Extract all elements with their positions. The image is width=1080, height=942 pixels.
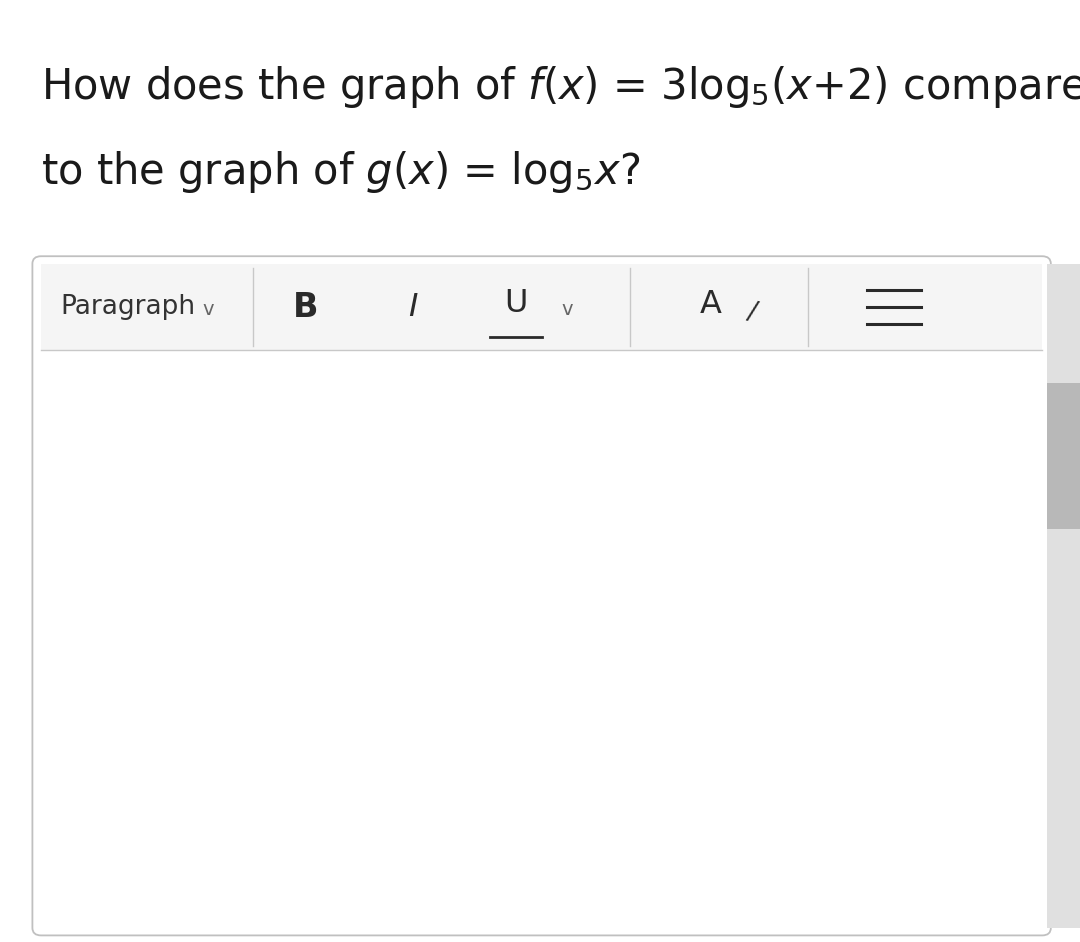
Text: $\mathit{/}$: $\mathit{/}$ — [743, 299, 760, 327]
Text: v: v — [203, 300, 214, 319]
Text: How does the graph of $\mathit{f}$($\mathit{x}$) = 3log$_5$($x$+2) compare: How does the graph of $\mathit{f}$($\mat… — [41, 64, 1080, 110]
Text: B: B — [293, 290, 319, 324]
Text: U: U — [504, 288, 528, 318]
Text: A: A — [700, 289, 721, 319]
FancyBboxPatch shape — [32, 256, 1051, 935]
Text: $\mathit{I}$: $\mathit{I}$ — [408, 292, 419, 322]
Text: to the graph of $\mathit{g}$($\mathit{x}$) = log$_5$$x$?: to the graph of $\mathit{g}$($\mathit{x}… — [41, 149, 640, 195]
Bar — [1047, 383, 1080, 529]
Text: Paragraph: Paragraph — [60, 294, 195, 320]
Bar — [41, 264, 1042, 350]
Text: v: v — [562, 300, 572, 319]
Bar — [1047, 264, 1080, 928]
